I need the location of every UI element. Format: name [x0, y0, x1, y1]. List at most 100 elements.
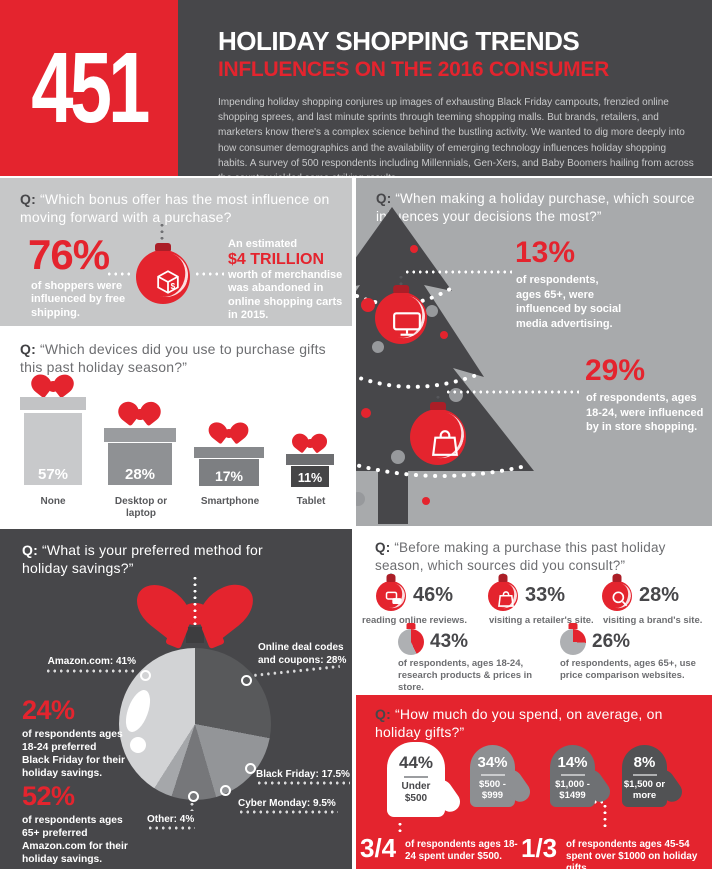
fraction-caption-pre: of respondents ages 18-24 spent	[405, 839, 518, 862]
q5-stat-value: 43%	[430, 631, 469, 652]
chat-ornament	[376, 581, 406, 611]
gift-label: Desktop or laptop	[114, 496, 168, 519]
mitten-value: 34%	[477, 754, 508, 771]
pie-label-cyber-monday: Cyber Monday: 9.5%	[238, 798, 336, 809]
gift-bar-tablet: 11%	[286, 432, 334, 512]
leader-dots	[445, 390, 579, 394]
section-q5-sources: Q: “Before making a purchase this past h…	[356, 529, 712, 695]
gift-bar-desktop: 28%	[104, 402, 176, 512]
shopping-bag-ornament	[410, 409, 466, 465]
q5-stat-caption: of respondents, ages 65+, use price comp…	[560, 658, 696, 682]
q5-question: Q: “Before making a purchase this past h…	[375, 539, 705, 575]
q1-question: Q: “Which bonus offer has the most influ…	[20, 190, 340, 227]
pie-marker	[245, 763, 256, 774]
gift-value: 57%	[37, 466, 69, 483]
pie-43-ornament	[398, 629, 424, 655]
pie-marker	[140, 670, 151, 681]
logo-451: 451	[31, 31, 150, 144]
bow-icon	[292, 434, 328, 454]
gift-bar-none: 57%	[19, 375, 87, 505]
mitten-value: 44%	[398, 753, 434, 772]
q4-stat-caption: of respondents ages 18-24 preferred Blac…	[22, 729, 125, 780]
q5-source-caption: visiting a retailer's site.	[489, 615, 594, 626]
magnifier-ornament	[602, 581, 632, 611]
fraction-caption-bold: under $500.	[447, 850, 502, 862]
gift-box-ornament: $	[136, 250, 190, 304]
fraction-caption-bold: over $1000	[594, 850, 646, 862]
mitten-1500-plus: 8% $1,500 or more	[622, 745, 686, 807]
q1-fact-intro: An estimated	[228, 238, 298, 250]
q6-question-text: “How much do you spend, on average, on h…	[375, 706, 663, 741]
svg-text:$: $	[171, 282, 176, 291]
logo-block: 451	[0, 0, 178, 176]
mitten-range: $1,000 - $1499	[555, 779, 590, 802]
leader-dots-right	[194, 272, 224, 276]
q3-stat-value: 29%	[585, 354, 646, 387]
leader-dots	[603, 803, 607, 831]
q1-fact-caption: worth of merchandise was abandoned in on…	[228, 269, 343, 322]
q4-stat-value: 52%	[22, 781, 75, 811]
pie-marker	[241, 675, 252, 686]
q4-q-label: Q:	[22, 542, 38, 558]
mitten-range: $1,500 or more	[623, 779, 666, 802]
q2-question-text: “Which devices did you use to purchase g…	[20, 341, 326, 376]
gift-value: 17%	[214, 468, 244, 484]
gift-lid	[104, 428, 176, 442]
intro-paragraph: Impending holiday shopping conjures up i…	[218, 97, 694, 176]
q1-q-label: Q:	[20, 191, 36, 207]
mitten-500-999: 34% $500 - $999	[470, 745, 534, 807]
q1-stat-caption: of shoppers were influenced by free ship…	[31, 280, 126, 319]
label-underline-dots	[45, 669, 137, 673]
fraction-caption-pre: of respondents ages 45-54 spent	[566, 839, 690, 862]
q1-fact-value: $4 TRILLION	[228, 251, 325, 268]
page-subtitle: INFLUENCES ON THE 2016 CONSUMER	[218, 58, 609, 81]
label-underline-dots	[147, 826, 195, 830]
fraction-caption: of respondents ages 18-24 spent under $5…	[405, 839, 523, 863]
red-ornament-dots	[361, 245, 465, 505]
q1-stat-value: 76%	[28, 231, 110, 278]
pie-label-online: Online deal codes and coupons: 28%	[258, 642, 347, 666]
q3-q-label: Q:	[376, 191, 392, 206]
fraction-caption-post: on holiday gifts.	[566, 850, 698, 869]
q1-question-text: “Which bonus offer has the most influenc…	[20, 191, 330, 226]
q2-question: Q: “Which devices did you use to purchas…	[20, 340, 332, 377]
q6-q-label: Q:	[375, 706, 391, 722]
gift-body: 28%	[108, 443, 172, 485]
mitten-range: Under $500	[401, 781, 431, 804]
mitten-value: 8%	[633, 754, 656, 771]
gift-value: 28%	[124, 466, 156, 483]
pie-marker	[220, 785, 231, 796]
q5-source-caption: reading online reviews.	[362, 615, 468, 626]
section-q4-savings: Q: “What is your preferred method for ho…	[0, 529, 352, 869]
monitor-ornament	[375, 292, 427, 344]
mitten-range: $500 - $999	[479, 779, 506, 802]
ornament-string-dots	[399, 274, 403, 290]
ornament-string-dots	[193, 575, 197, 627]
pie-26-ornament	[560, 629, 586, 655]
pie-label-black-friday: Black Friday: 17.5%	[256, 769, 350, 780]
leader-dots	[398, 821, 402, 835]
fraction-value: 3/4	[360, 833, 397, 863]
q3-stat-caption: of respondents, ages 65+, were influence…	[516, 274, 622, 330]
section-q2-devices: Q: “Which devices did you use to purchas…	[0, 326, 352, 526]
pie-label-other: Other: 4%	[147, 814, 195, 825]
section-q1-bonus-offer: Q: “Which bonus offer has the most influ…	[0, 178, 352, 326]
q4-question-text: “What is your preferred method for holid…	[22, 542, 263, 577]
header: HOLIDAY SHOPPING TRENDS INFLUENCES ON TH…	[178, 0, 712, 176]
bag-ornament	[488, 581, 518, 611]
q5-stat-caption: of respondents, ages 18-24, research pro…	[398, 658, 533, 694]
q3-stat-value: 13%	[515, 236, 576, 269]
q5-source-value: 46%	[413, 584, 454, 606]
mitten-under-500: 44% Under $500	[387, 742, 464, 817]
q5-source-caption: visiting a brand's site.	[603, 615, 703, 626]
pie-label-amazon: Amazon.com: 41%	[47, 656, 136, 667]
pie-shine-dot	[130, 737, 146, 753]
section-q3-influence-source: Q: “When making a holiday purchase, whic…	[356, 178, 712, 526]
label-underline-dots	[238, 810, 338, 814]
section-q6-spend: Q: “How much do you spend, on average, o…	[356, 695, 712, 869]
q5-q-label: Q:	[375, 540, 391, 555]
mitten-1000-1499: 14% $1,000 - $1499	[550, 745, 614, 807]
gift-body: 11%	[291, 466, 329, 487]
q6-question: Q: “How much do you spend, on average, o…	[375, 705, 685, 742]
